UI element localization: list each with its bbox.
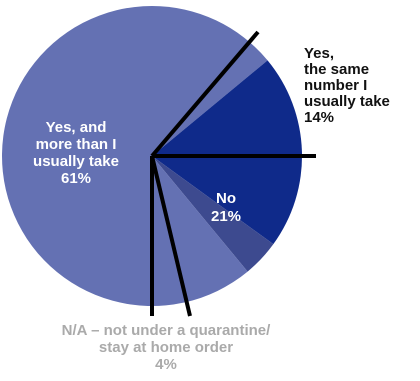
slice-value-label: 21% (211, 208, 241, 225)
pie-slice (152, 60, 302, 245)
slice-label-line: Yes, (304, 45, 334, 62)
slice-label-line: No (216, 190, 236, 207)
slice-label-line: the same (304, 61, 369, 78)
slice-label-line: more than I (36, 136, 117, 153)
pie-slices (2, 6, 302, 306)
slice-label-line: N/A – not under a quarantine/ (62, 322, 271, 339)
slice-value-label: 4% (155, 356, 177, 373)
leader-line-boundary-4 (150, 155, 192, 317)
slice-label-line: number I (304, 77, 367, 94)
slice-label: N/A – not under a quarantine/stay at hom… (62, 322, 271, 373)
slice-label: No 21% (211, 190, 241, 225)
pie-slice (2, 6, 248, 306)
pie-slice (152, 6, 268, 156)
slice-label-line: Yes, and (46, 119, 107, 136)
slice-label-line: stay at home order (99, 339, 233, 356)
slice-value-label: 14% (304, 109, 334, 126)
slice-label-line: usually take (304, 93, 390, 110)
leader-line-boundary-1 (150, 30, 260, 158)
slice-label-line: usually take (33, 153, 119, 170)
pie-slice (152, 156, 274, 272)
leader-lines (150, 30, 316, 317)
slice-value-label: 61% (61, 170, 91, 187)
